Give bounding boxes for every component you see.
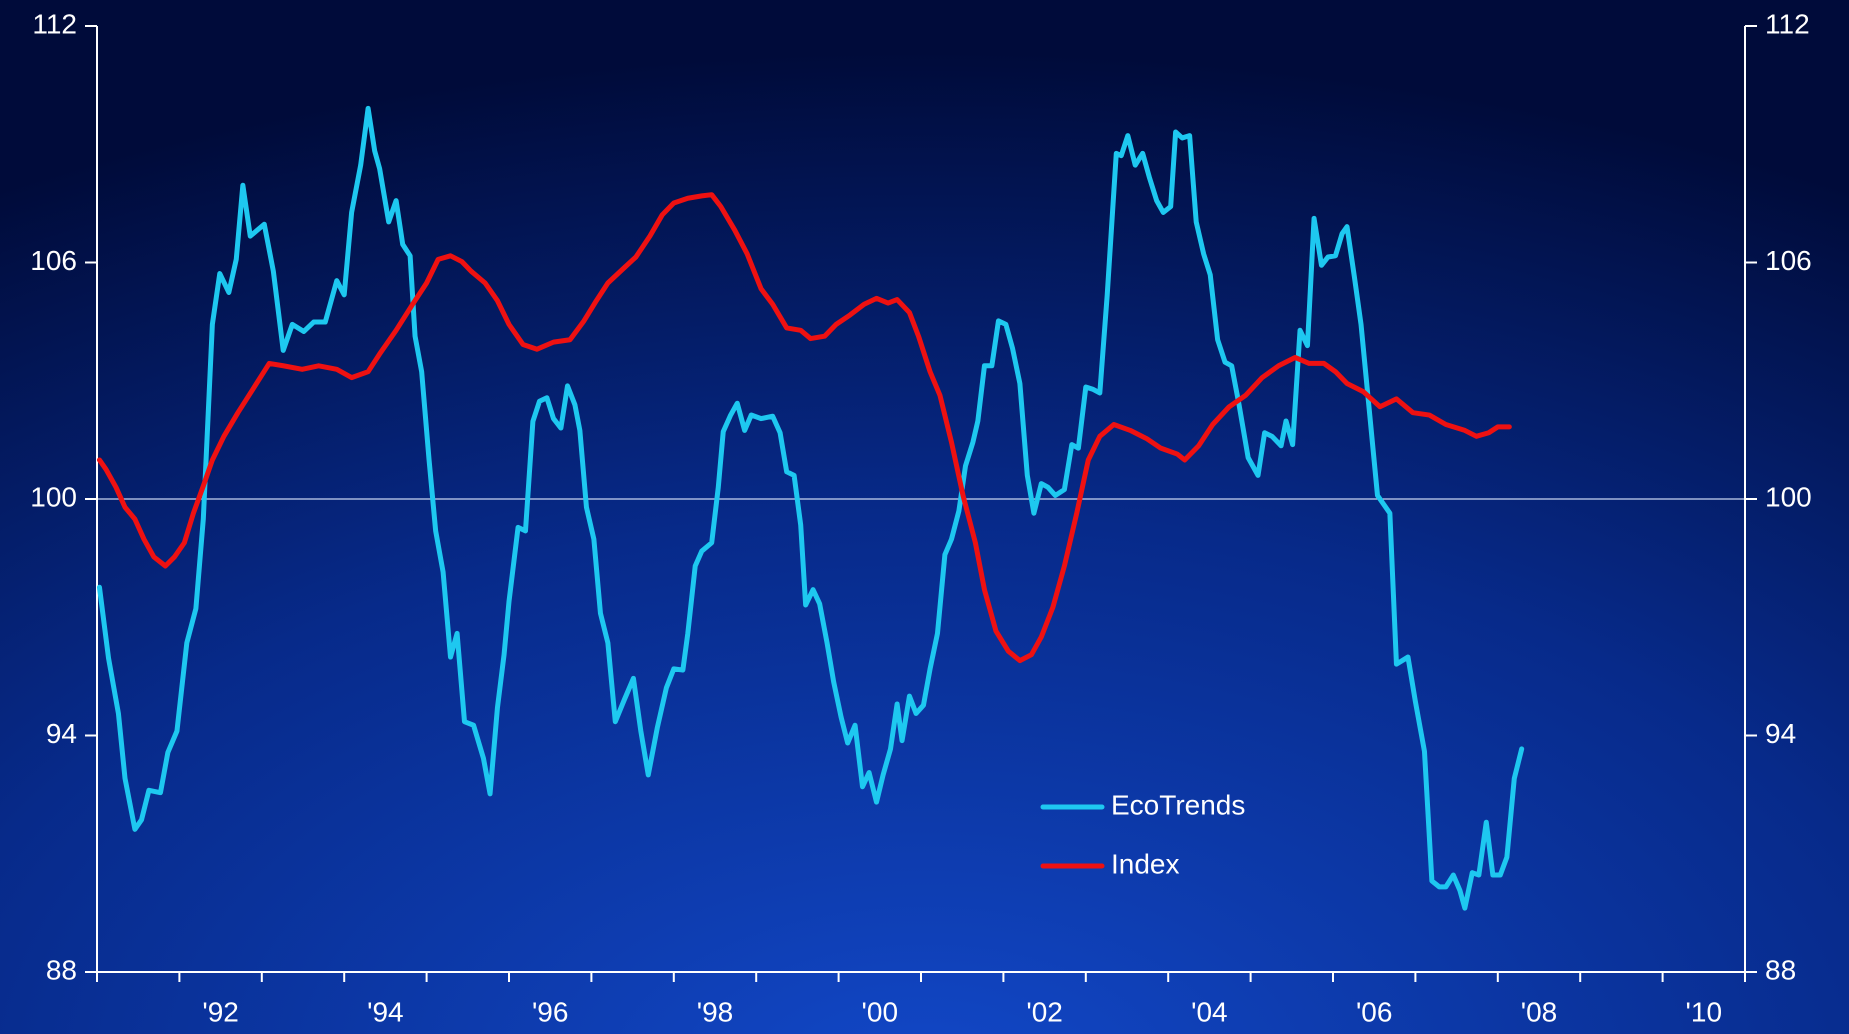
x-tick-label: '94 [367, 996, 404, 1027]
x-tick-label: '04 [1191, 996, 1228, 1027]
y-tick-label: 94 [46, 718, 77, 749]
y-tick-label: 100 [30, 481, 77, 512]
x-tick-label: '00 [862, 996, 899, 1027]
y-tick-label: 88 [46, 954, 77, 985]
y-tick-label: 106 [30, 245, 77, 276]
y2-tick-label: 100 [1765, 481, 1812, 512]
y2-tick-label: 94 [1765, 718, 1796, 749]
x-tick-label: '98 [697, 996, 734, 1027]
legend-label: Index [1111, 848, 1180, 879]
y2-tick-label: 112 [1765, 8, 1810, 39]
x-tick-label: '96 [532, 996, 569, 1027]
y2-tick-label: 88 [1765, 954, 1796, 985]
x-tick-label: '06 [1356, 996, 1393, 1027]
y-tick-label: 112 [32, 8, 77, 39]
series-line [96, 105, 1525, 911]
legend-label: EcoTrends [1111, 789, 1245, 820]
series-line [96, 192, 1512, 664]
x-tick-label: '08 [1521, 996, 1558, 1027]
x-tick-label: '92 [202, 996, 239, 1027]
x-tick-label: '10 [1686, 996, 1723, 1027]
y2-tick-label: 106 [1765, 245, 1812, 276]
x-tick-label: '02 [1026, 996, 1063, 1027]
